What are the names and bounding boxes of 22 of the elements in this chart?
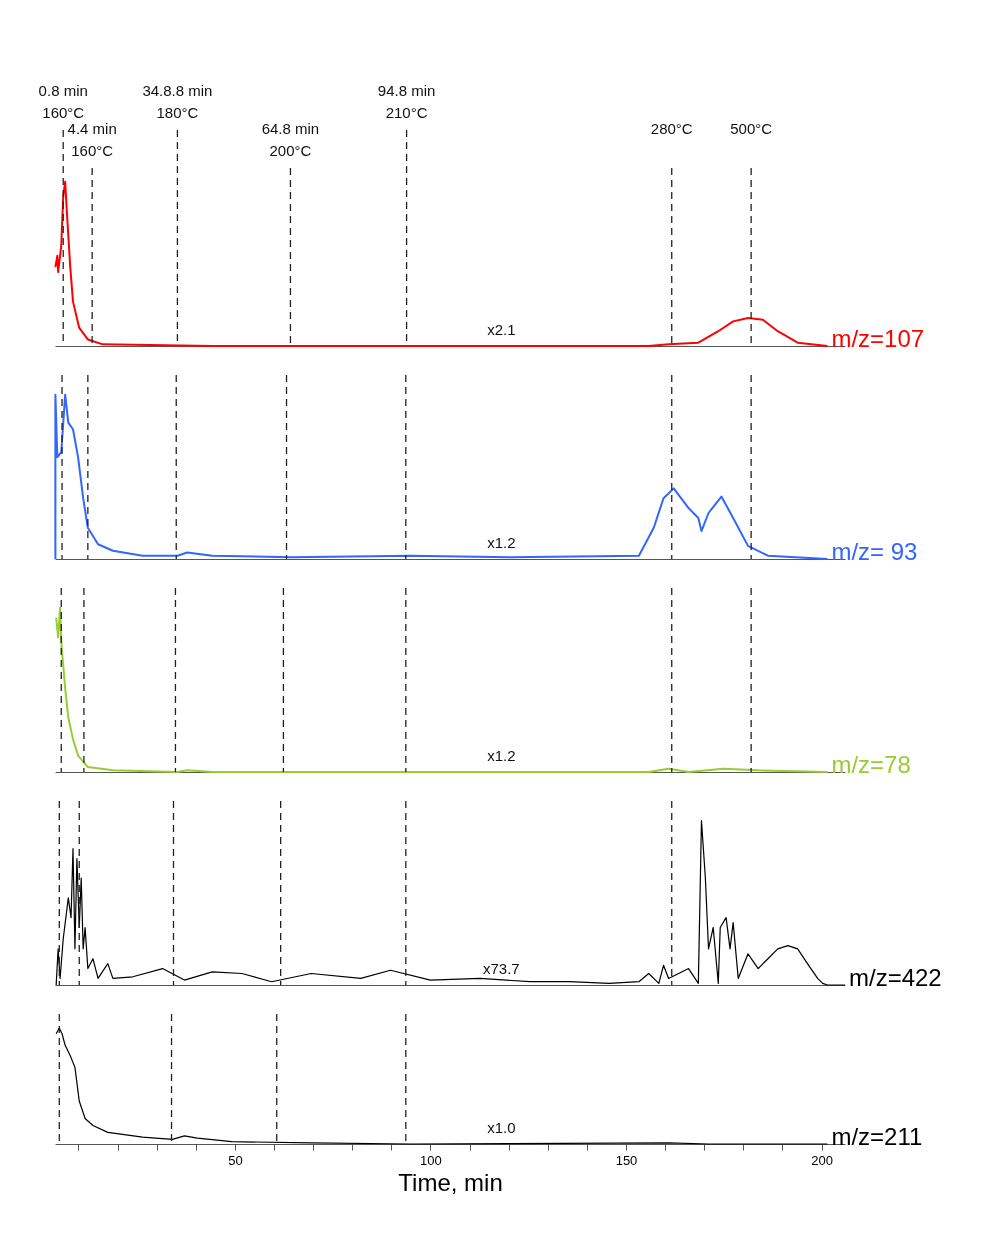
x-tick-label: 100 xyxy=(420,1152,442,1168)
x-tick-label: 200 xyxy=(811,1152,833,1168)
ref-line-label: 500°C xyxy=(730,120,773,137)
annotation: x73.7 xyxy=(483,960,520,977)
ref-line-label: 34.8.8 min 180°C xyxy=(142,82,213,121)
series-label: m/z=211 xyxy=(831,1123,923,1150)
ref-line-label: 94.8 min 210°C xyxy=(377,82,436,121)
series-label: m/z=78 xyxy=(831,751,911,778)
x-tick-label: 150 xyxy=(615,1152,638,1168)
ref-line-label: 64.8 min 200°C xyxy=(261,120,320,159)
x-tick-label: 50 xyxy=(228,1152,243,1168)
x-axis-title: Time, min xyxy=(398,1168,503,1196)
ref-line-label: 4.4 min 160°C xyxy=(67,120,117,159)
annotation: x2.1 xyxy=(487,321,516,338)
series-label: m/z=107 xyxy=(831,325,925,352)
series-label: m/z=422 xyxy=(849,964,942,991)
ref-line-label: 280°C xyxy=(650,120,693,137)
annotation: x1.2 xyxy=(487,747,516,764)
series-label: m/z= 93 xyxy=(831,538,918,565)
ref-line-label: 0.8 min 160°C xyxy=(38,82,88,121)
annotation: x1.2 xyxy=(487,534,516,551)
annotation: x1.0 xyxy=(487,1119,516,1136)
